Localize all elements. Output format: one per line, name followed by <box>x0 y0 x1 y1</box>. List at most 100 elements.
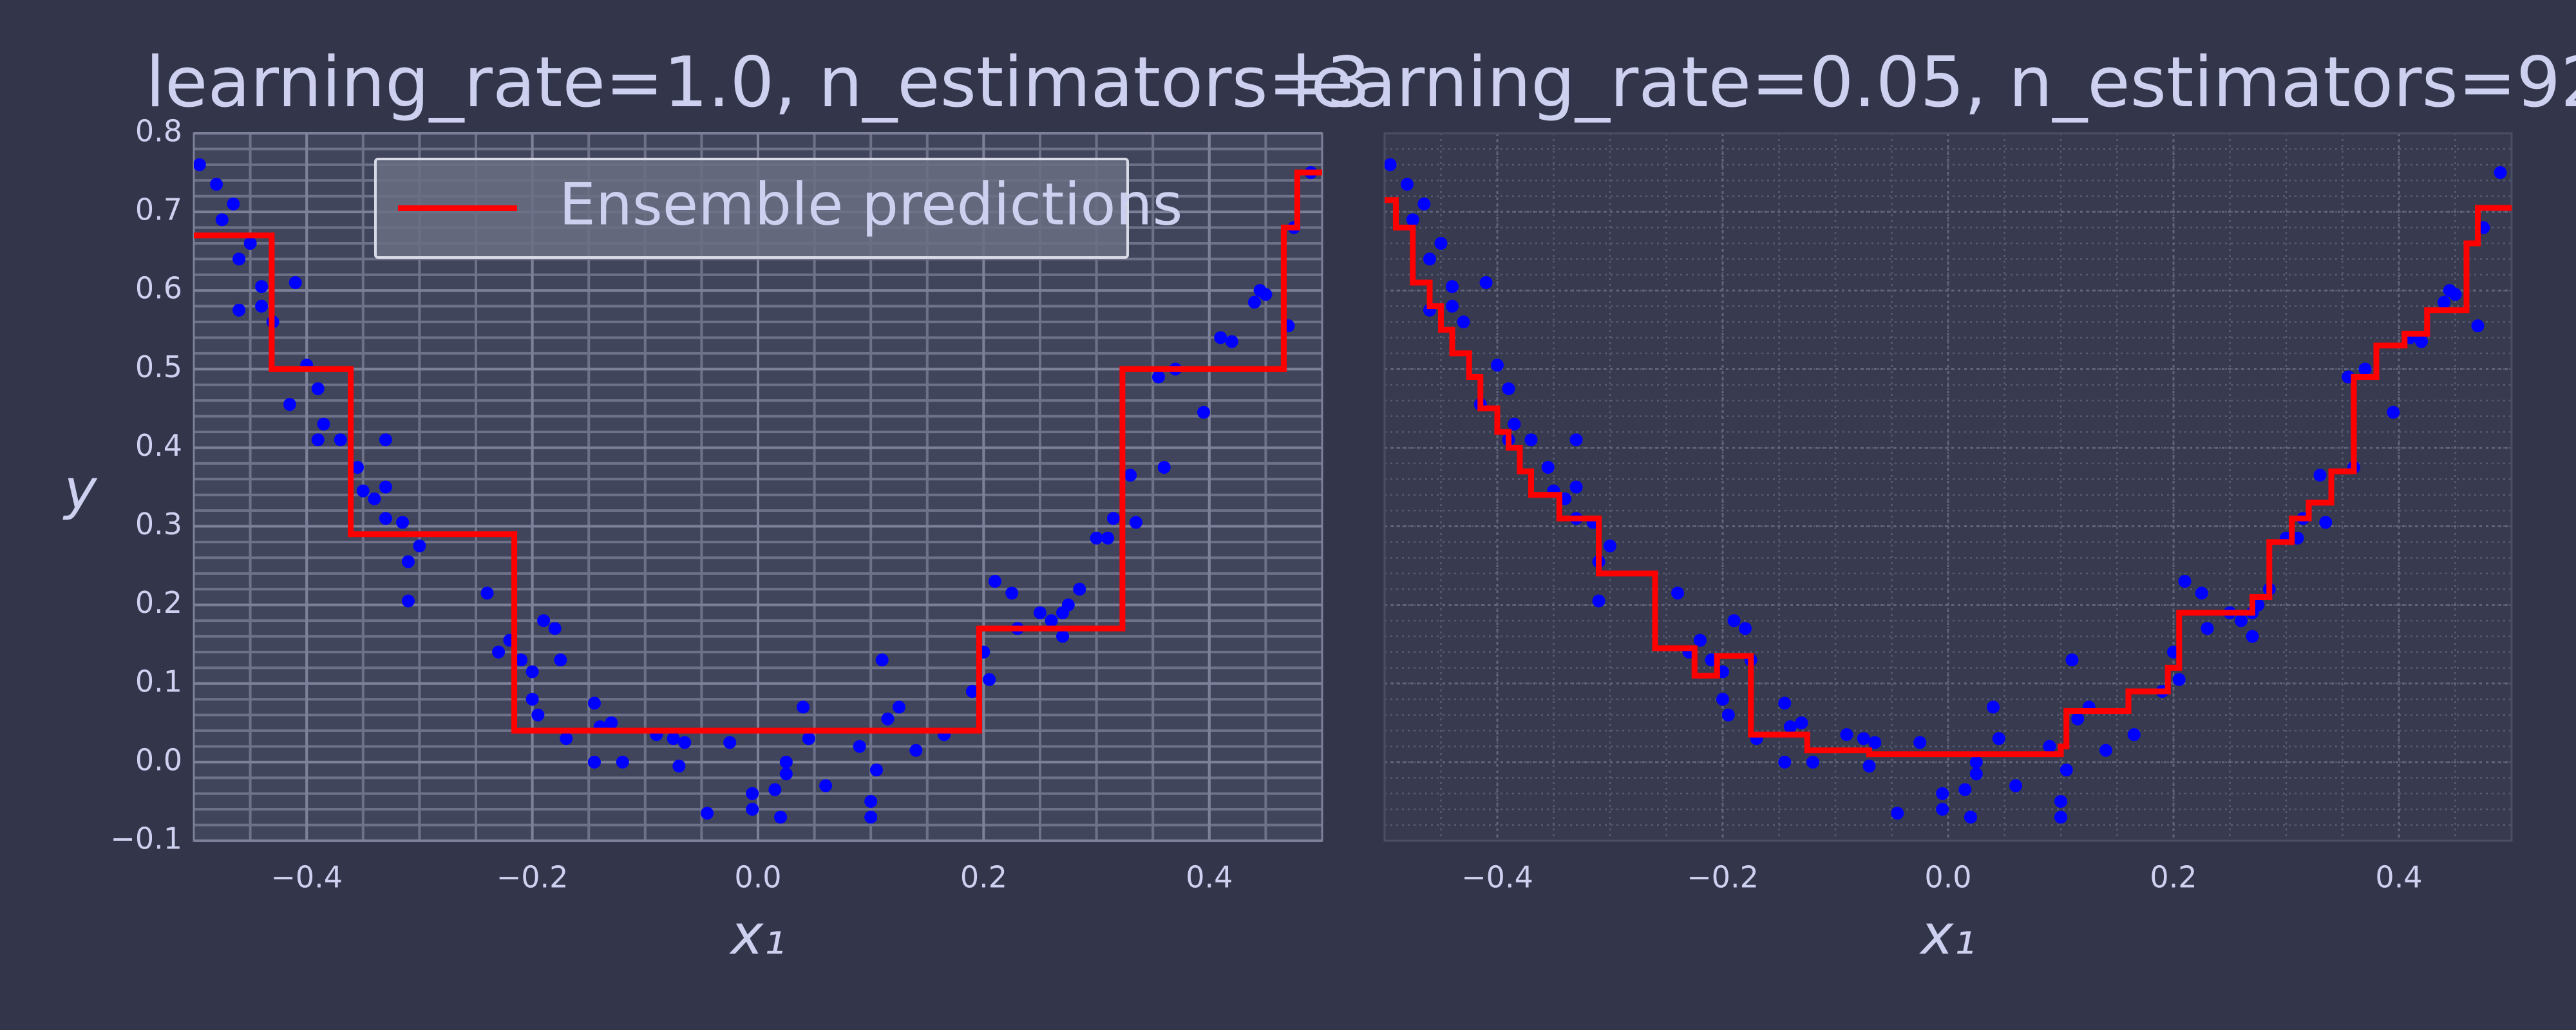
scatter-point <box>819 779 833 792</box>
scatter-point <box>413 539 426 553</box>
scatter-point <box>853 740 866 753</box>
scatter-point <box>869 763 883 777</box>
scatter-point <box>616 755 629 769</box>
scatter-point <box>1604 539 1616 553</box>
x-tick-label: 0.0 <box>1924 860 1971 895</box>
scatter-point <box>1479 276 1493 290</box>
x-tick-label: −0.2 <box>497 860 569 895</box>
scatter-point <box>548 622 562 635</box>
scatter-point <box>965 684 979 698</box>
scatter-point <box>1541 460 1555 474</box>
x-tick-label: 0.2 <box>2150 860 2197 895</box>
x-tick-label: 0.0 <box>734 860 781 895</box>
scatter-point <box>227 197 240 211</box>
scatter-point <box>2009 779 2022 792</box>
scatter-point <box>2071 712 2085 726</box>
y-tick-label: 0.3 <box>135 507 182 541</box>
scatter-point <box>667 732 680 745</box>
scatter-point <box>678 736 692 749</box>
y-tick-label: 0.0 <box>135 742 182 777</box>
legend-label: Ensemble predictions <box>559 171 1182 238</box>
scatter-point <box>1446 280 1459 294</box>
scatter-point <box>802 732 815 745</box>
scatter-point <box>232 252 246 266</box>
scatter-point <box>289 276 302 290</box>
scatter-point <box>356 484 370 498</box>
scatter-point <box>1491 359 1504 372</box>
scatter-point <box>1056 630 1070 643</box>
scatter-point <box>379 512 392 525</box>
scatter-point <box>1259 288 1273 301</box>
scatter-point <box>723 736 737 749</box>
scatter-point <box>1417 197 1431 211</box>
scatter-point <box>1124 469 1137 482</box>
scatter-point <box>232 303 246 317</box>
scatter-point <box>1778 697 1792 710</box>
scatter-point <box>396 516 410 529</box>
x-tick-label: 0.4 <box>1186 860 1233 895</box>
scatter-point <box>875 653 889 667</box>
scatter-point <box>401 594 415 608</box>
scatter-point <box>746 787 759 800</box>
scatter-point <box>379 480 392 494</box>
scatter-point <box>1446 299 1459 313</box>
scatter-point <box>1214 331 1227 344</box>
scatter-point <box>1840 728 1853 742</box>
scatter-point <box>1073 583 1086 596</box>
scatter-point <box>480 586 494 600</box>
scatter-point <box>2195 586 2208 600</box>
y-tick-label: 0.6 <box>135 271 182 306</box>
y-tick-label: 0.4 <box>135 428 182 463</box>
scatter-point <box>1716 693 1729 706</box>
scatter-point <box>587 755 601 769</box>
x-tick-label: 0.2 <box>960 860 1007 895</box>
scatter-point <box>515 653 528 667</box>
scatter-point <box>1061 598 1075 612</box>
scatter-point <box>1129 516 1142 529</box>
scatter-point <box>1151 370 1165 384</box>
scatter-point <box>1457 315 1470 329</box>
scatter-point <box>988 575 1001 588</box>
scatter-point <box>774 810 788 824</box>
scatter-point <box>779 767 793 781</box>
scatter-point <box>893 700 905 714</box>
scatter-point <box>1671 586 1684 600</box>
scatter-point <box>2319 516 2333 529</box>
legend-box <box>374 158 1129 259</box>
scatter-point <box>1385 158 1397 171</box>
scatter-point <box>1406 213 1419 227</box>
prediction-line <box>194 169 1322 734</box>
scatter-point <box>1992 732 2005 745</box>
scatter-point <box>1569 480 1583 494</box>
scatter-point <box>311 433 325 447</box>
prediction-line <box>1385 197 2512 758</box>
scatter-point <box>1891 807 1904 820</box>
scatter-point <box>864 794 878 808</box>
scatter-point <box>2178 575 2192 588</box>
y-tick-label: 0.8 <box>135 114 182 149</box>
scatter-point <box>2099 744 2112 757</box>
scatter-point <box>379 433 392 447</box>
scatter-point <box>1034 606 1046 619</box>
scatter-point <box>587 697 601 710</box>
chart-title: learning_rate=0.05, n_estimators=92 <box>1291 42 2576 123</box>
scatter-point <box>311 382 325 395</box>
scatter-point <box>1101 531 1115 545</box>
scatter-point <box>560 732 573 745</box>
scatter-point <box>1157 460 1171 474</box>
scatter-point <box>2201 622 2214 635</box>
scatter-point <box>2127 728 2141 742</box>
scatter-point <box>864 810 878 824</box>
y-tick-label: 0.7 <box>135 192 182 227</box>
scatter-point <box>1508 417 1521 431</box>
scatter-point <box>1936 787 1949 800</box>
scatter-point <box>1727 614 1741 628</box>
x-tick-label: −0.2 <box>1687 860 1759 895</box>
scatter-point <box>2060 763 2073 777</box>
scatter-point <box>2054 810 2067 824</box>
legend: Ensemble predictions <box>374 158 1182 259</box>
scatter-point <box>1784 720 1797 733</box>
scatter-point <box>605 716 618 729</box>
scatter-point <box>1694 633 1707 647</box>
scatter-point <box>1987 700 2000 714</box>
